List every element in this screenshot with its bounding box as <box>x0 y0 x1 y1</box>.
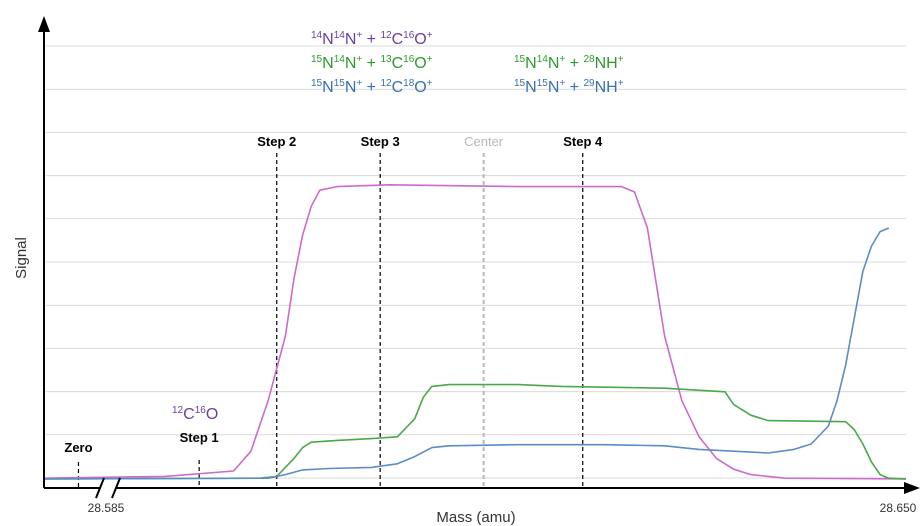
x-tick-label-end: 28.650 <box>880 501 917 515</box>
axis-text: 28.585 28.650 Mass (amu) Signal <box>13 237 917 526</box>
axis-break-mark-2 <box>111 477 121 499</box>
y-axis-label: Signal <box>13 237 30 279</box>
x-axis-arrow <box>904 482 920 494</box>
data-series <box>43 184 907 480</box>
step-marker-label: Zero <box>64 440 92 455</box>
isotope-label-group-b-line-2: 15N15N+ + 29NH+ <box>514 78 624 97</box>
y-axis-arrow <box>38 16 50 32</box>
isotope-label-group-a-line-3: 15N15N+ + 12C18O+ <box>311 78 433 97</box>
step-marker-label: Step 2 <box>257 134 296 149</box>
step1-species-label: 12C16O <box>172 405 219 424</box>
step-marker-label: Step 3 <box>361 134 400 149</box>
step-markers: Zero Step 1 Step 2 Step 3 Center Step 4 <box>64 134 603 488</box>
axis-break-gap <box>100 480 116 496</box>
isotope-label-group-b-line-1: 15N14N+ + 28NH+ <box>514 54 624 73</box>
axis-break-mark-1 <box>95 477 105 499</box>
series-line-0 <box>43 184 907 480</box>
x-axis-label: Mass (amu) <box>436 509 515 526</box>
axes <box>38 16 920 499</box>
isotope-label-group-a-line-2: 15N14N+ + 13C16O+ <box>311 54 433 73</box>
isotope-label-group-a-line-1: 14N14N+ + 12C16O+ <box>311 30 433 49</box>
series-line-1 <box>43 383 907 480</box>
step-marker-label: Center <box>464 134 504 149</box>
series-line-2 <box>43 227 890 480</box>
step-marker-label: Step 1 <box>180 430 219 445</box>
step-marker-label: Step 4 <box>563 134 603 149</box>
x-tick-label-start: 28.585 <box>88 501 125 515</box>
